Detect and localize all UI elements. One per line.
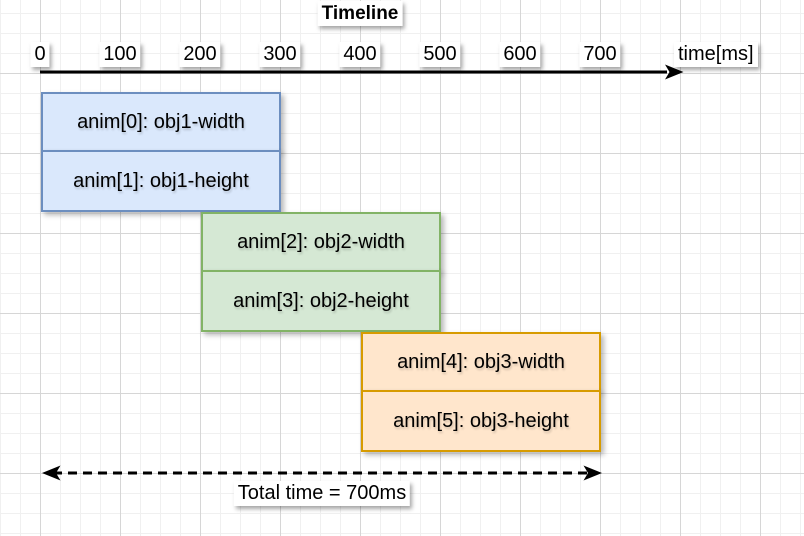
timeline-bar: anim[2]: obj2-width — [201, 212, 441, 272]
axis-tick-label: 700 — [579, 42, 621, 67]
axis-tick-label: 500 — [419, 42, 461, 67]
timeline-bar: anim[1]: obj1-height — [41, 150, 281, 212]
left-arrowhead-icon — [42, 465, 61, 481]
axis-unit-label: time[ms] — [674, 42, 758, 67]
timeline-bar: anim[4]: obj3-width — [361, 332, 601, 392]
total-time-arrow — [42, 465, 602, 481]
timeline-bar: anim[3]: obj2-height — [201, 270, 441, 332]
diagram-title: Timeline — [317, 1, 403, 26]
axis-tick-label: 200 — [179, 42, 221, 67]
timeline-bar: anim[5]: obj3-height — [361, 390, 601, 452]
axis-tick-label: 100 — [99, 42, 141, 67]
timeline-bar: anim[0]: obj1-width — [41, 92, 281, 152]
total-time-label: Total time = 700ms — [233, 481, 411, 506]
right-arrowhead-icon — [583, 465, 602, 481]
axis-tick-label: 0 — [30, 42, 50, 67]
axis-tick-label: 400 — [339, 42, 381, 67]
axis-tick-label: 600 — [499, 42, 541, 67]
axis-tick-label: 300 — [259, 42, 301, 67]
